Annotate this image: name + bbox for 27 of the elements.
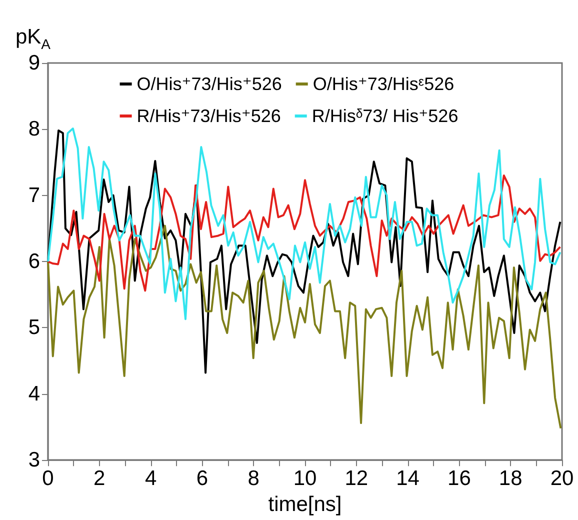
legend-label: R/Hisᵟ73/ His⁺526 bbox=[312, 106, 458, 126]
y-tick-label: 4 bbox=[28, 382, 40, 406]
x-tick-label: 6 bbox=[196, 467, 208, 490]
x-tick-label: 16 bbox=[448, 467, 471, 490]
x-axis-title: time[ns] bbox=[268, 493, 342, 516]
line-series bbox=[47, 130, 562, 374]
y-tick-label: 3 bbox=[28, 448, 40, 472]
x-tick-label: 4 bbox=[144, 467, 157, 490]
y-tick-label: 5 bbox=[28, 316, 40, 340]
legend-label: O/His⁺73/His⁺526 bbox=[136, 74, 282, 94]
y-tick-label: 8 bbox=[28, 118, 40, 141]
x-tick-label: 8 bbox=[248, 467, 260, 490]
x-tick-label: 18 bbox=[498, 467, 522, 490]
legend-label: O/His⁺73/Hisᵋ526 bbox=[312, 74, 454, 94]
x-tick-label: 0 bbox=[42, 467, 54, 490]
y-tick-label: 7 bbox=[28, 184, 40, 207]
x-tick-label: 2 bbox=[94, 467, 106, 490]
x-tick-label: 14 bbox=[396, 467, 420, 490]
line-series bbox=[47, 128, 562, 320]
legend-label: R/His⁺73/His⁺526 bbox=[136, 106, 281, 126]
line-series bbox=[47, 174, 562, 292]
x-tick-label: 12 bbox=[344, 467, 368, 490]
y-tick-label: 6 bbox=[28, 250, 40, 274]
x-tick-label: 10 bbox=[293, 467, 317, 490]
y-tick-label: 9 bbox=[28, 52, 40, 74]
line-series bbox=[47, 224, 562, 430]
x-tick-label: 20 bbox=[550, 467, 574, 490]
